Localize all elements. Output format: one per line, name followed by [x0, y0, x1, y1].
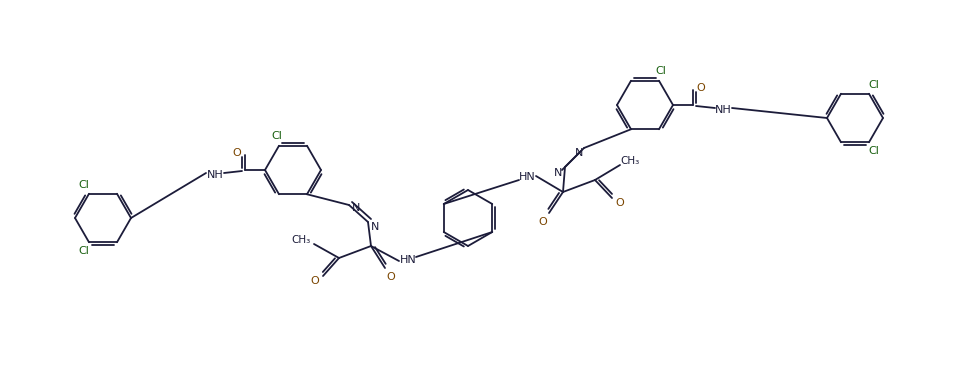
Text: CH₃: CH₃	[620, 156, 640, 166]
Text: O: O	[311, 276, 319, 286]
Text: Cl: Cl	[271, 131, 283, 141]
Text: NH: NH	[206, 170, 223, 180]
Text: O: O	[616, 198, 624, 208]
Text: Cl: Cl	[79, 246, 89, 256]
Text: O: O	[539, 217, 548, 227]
Text: N: N	[553, 168, 562, 178]
Text: Cl: Cl	[869, 80, 879, 90]
Text: Cl: Cl	[79, 180, 89, 190]
Text: Cl: Cl	[869, 146, 879, 156]
Text: HN: HN	[400, 255, 416, 265]
Text: NH: NH	[714, 105, 732, 115]
Text: O: O	[386, 272, 395, 282]
Text: CH₃: CH₃	[292, 235, 311, 245]
Text: N: N	[352, 203, 361, 213]
Text: O: O	[696, 83, 706, 93]
Text: N: N	[574, 148, 583, 158]
Text: O: O	[233, 148, 242, 158]
Text: Cl: Cl	[656, 66, 667, 76]
Text: HN: HN	[519, 172, 535, 182]
Text: N: N	[371, 222, 379, 232]
